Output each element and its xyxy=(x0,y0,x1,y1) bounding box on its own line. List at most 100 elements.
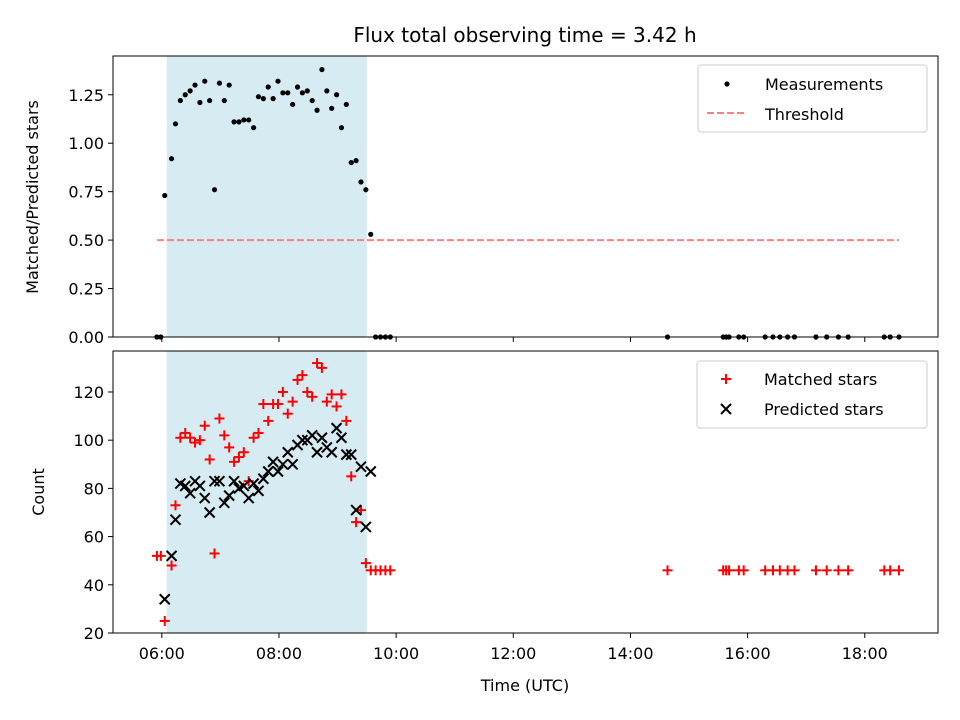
predicted-star-point xyxy=(243,492,255,504)
matched-star-point xyxy=(166,560,177,571)
bottom-x-tick-label: 12:00 xyxy=(490,644,536,663)
matched-star-point xyxy=(833,565,844,576)
measurement-point xyxy=(358,179,364,185)
predicted-star-point xyxy=(262,465,274,478)
predicted-star-point xyxy=(218,497,231,509)
predicted-star-point xyxy=(203,506,216,519)
measurement-point xyxy=(202,78,208,84)
bottom-y-tick-label: 40 xyxy=(84,576,104,595)
matched-star-point xyxy=(253,427,264,438)
matched-star-point xyxy=(194,435,205,446)
matched-star-point xyxy=(263,415,274,426)
top-shaded-span xyxy=(166,56,367,337)
top-y-tick-label: 1.25 xyxy=(68,86,104,105)
matched-star-point xyxy=(885,565,896,576)
measurement-point xyxy=(221,97,227,104)
bottom-legend: Matched stars Predicted stars xyxy=(696,360,928,429)
predicted-star-point xyxy=(330,422,343,434)
measurement-point xyxy=(177,97,183,104)
measurement-point xyxy=(236,119,242,125)
matched-star-point xyxy=(282,408,293,419)
bottom-y-tick-label: 60 xyxy=(84,528,104,547)
matched-star-point xyxy=(258,399,269,410)
matched-star-point xyxy=(273,399,283,410)
bottom-x-tick-label: 16:00 xyxy=(725,644,771,663)
matched-star-point xyxy=(316,362,327,373)
predicted-star-point xyxy=(213,475,226,487)
measurement-point xyxy=(304,88,310,94)
bottom-shaded-span xyxy=(166,351,367,633)
measurement-point xyxy=(231,119,237,125)
predicted-star-point xyxy=(311,446,323,458)
measurement-point xyxy=(162,192,168,199)
matched-star-point xyxy=(248,432,259,443)
matched-star-point xyxy=(385,565,396,576)
bottom-x-tick-label: 08:00 xyxy=(256,644,302,663)
measurement-point xyxy=(275,78,281,84)
measurement-point xyxy=(260,96,266,102)
measurement-point xyxy=(363,187,369,193)
matched-star-point xyxy=(155,550,166,561)
measurement-point xyxy=(324,88,330,94)
measurement-point xyxy=(343,101,349,108)
measurement-point xyxy=(329,105,335,111)
predicted-star-point xyxy=(296,434,309,446)
measurement-point xyxy=(270,96,276,102)
measurement-point xyxy=(187,88,193,94)
matched-star-point xyxy=(204,454,215,465)
measurement-point xyxy=(348,159,354,166)
bottom-x-tick-label: 06:00 xyxy=(139,644,185,663)
measurement-point xyxy=(265,84,271,90)
legend-threshold-label: Threshold xyxy=(764,105,844,124)
predicted-star-point xyxy=(267,456,279,468)
measurement-point xyxy=(255,94,262,100)
measurement-point xyxy=(280,90,286,96)
matched-star-point xyxy=(331,401,342,412)
matched-star-point xyxy=(789,565,800,576)
matched-star-point xyxy=(297,370,308,381)
measurement-point xyxy=(338,125,345,131)
measurement-point xyxy=(285,90,291,96)
top-y-tick-label: 1.00 xyxy=(68,134,104,153)
predicted-star-point xyxy=(228,475,240,487)
x-axis-label: Time (UTC) xyxy=(480,676,569,695)
measurement-point xyxy=(211,187,218,193)
matched-stars-points xyxy=(151,358,904,626)
predicted-star-point xyxy=(355,460,367,473)
measurement-point xyxy=(368,231,374,237)
matched-star-point xyxy=(662,565,673,576)
matched-star-point xyxy=(287,396,298,407)
legend-measurements-marker xyxy=(724,81,730,87)
matched-star-point xyxy=(209,548,220,559)
matched-star-point xyxy=(185,432,196,443)
predicted-star-point xyxy=(325,446,338,458)
top-legend: Measurements Threshold xyxy=(697,64,928,133)
matched-star-point xyxy=(214,413,225,424)
predicted-star-point xyxy=(335,432,348,444)
measurement-point xyxy=(241,117,247,123)
legend-predicted-label: Predicted stars xyxy=(764,400,884,419)
matched-star-point xyxy=(893,565,904,576)
top-y-tick-label: 0.25 xyxy=(68,280,104,299)
matched-star-point xyxy=(233,452,244,463)
matched-star-point xyxy=(351,517,362,528)
matched-star-point xyxy=(229,456,240,467)
bottom-y-ticks: 20 40 60 80 100 120 xyxy=(73,383,113,643)
measurement-point xyxy=(226,82,232,88)
matched-star-point xyxy=(238,447,249,458)
bottom-y-tick-label: 20 xyxy=(84,624,104,643)
measurement-point xyxy=(314,107,320,113)
predicted-star-point xyxy=(257,473,270,485)
bottom-legend-box xyxy=(696,360,928,429)
legend-matched-label: Matched stars xyxy=(764,370,877,389)
predicted-star-point xyxy=(159,593,171,605)
predicted-star-point xyxy=(316,432,328,444)
predicted-star-point xyxy=(184,487,196,499)
measurement-point xyxy=(250,125,257,131)
measurement-point xyxy=(319,66,325,73)
predicted-star-point xyxy=(199,492,211,504)
matched-star-point xyxy=(180,427,191,438)
top-y-ticks: 0.00 0.25 0.50 0.75 1.00 1.25 xyxy=(68,86,113,347)
matched-star-point xyxy=(277,386,288,397)
